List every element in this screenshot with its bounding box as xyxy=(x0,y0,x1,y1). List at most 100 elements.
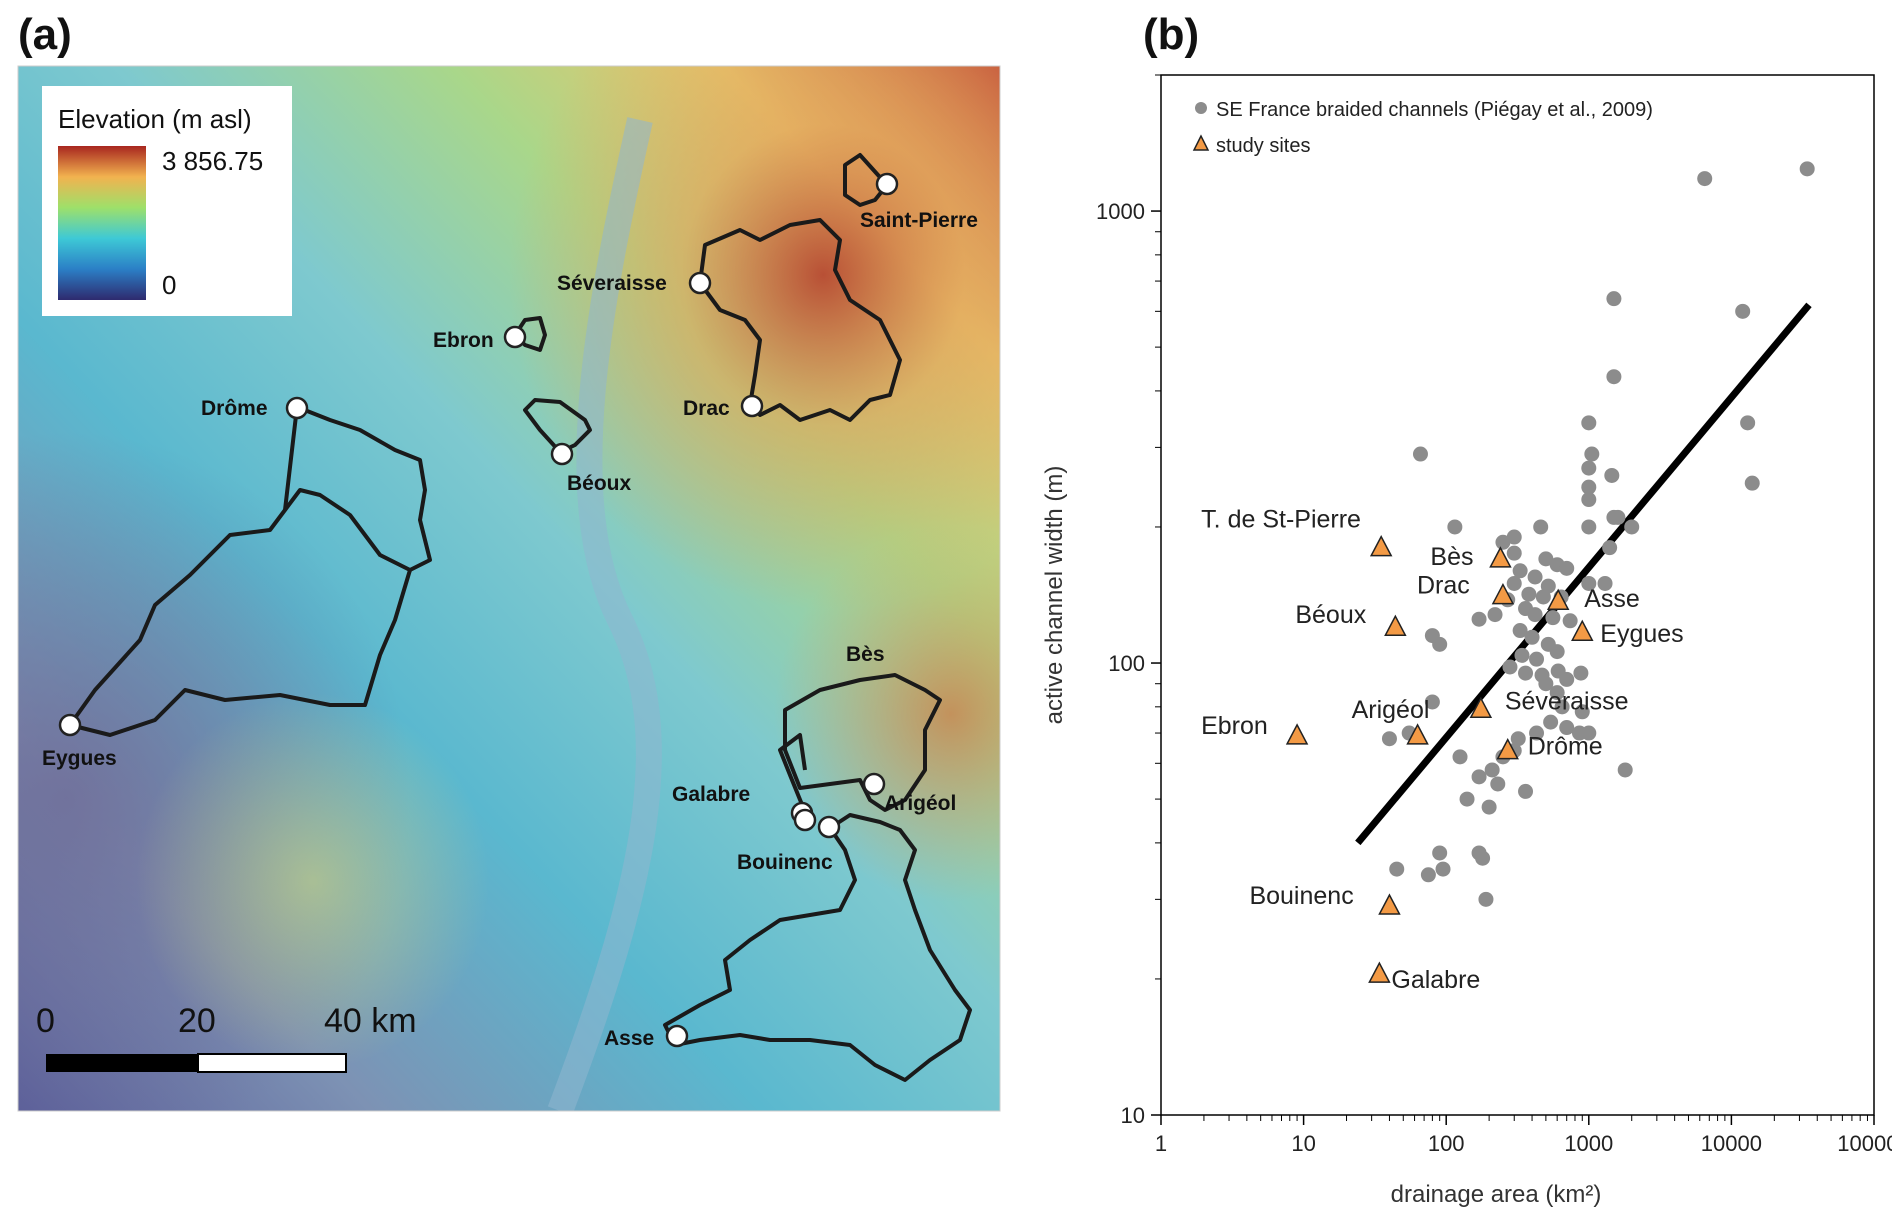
grey-point xyxy=(1610,509,1626,525)
grey-point xyxy=(1606,291,1622,307)
study-site-point-label: Béoux xyxy=(1295,601,1366,629)
grey-point xyxy=(1740,415,1756,431)
study-site-marker xyxy=(1285,723,1309,745)
catchment-beoux xyxy=(523,398,592,454)
grey-point xyxy=(1524,629,1540,645)
legend-label-triangle: study sites xyxy=(1216,135,1310,157)
study-site-point-label: Séveraisse xyxy=(1505,687,1629,715)
y-axis-label: active channel width (m) xyxy=(1041,466,1068,725)
regression-line xyxy=(1355,302,1812,846)
grey-point xyxy=(1799,161,1815,177)
site-marker-saint-pierre xyxy=(875,172,899,196)
site-label-drac: Drac xyxy=(683,397,730,420)
site-label-bes: Bès xyxy=(846,643,885,666)
grey-point xyxy=(1533,519,1549,535)
site-label-arigeol: Arigéol xyxy=(884,792,956,815)
grey-points xyxy=(1381,161,1815,907)
grey-point xyxy=(1478,891,1494,907)
panel-b-label: (b) xyxy=(1143,10,1200,59)
grey-point xyxy=(1381,731,1397,747)
grey-point xyxy=(1549,644,1565,660)
x-tick-label: 1 xyxy=(1155,1131,1167,1156)
grey-point xyxy=(1506,545,1522,561)
grey-point xyxy=(1562,613,1578,629)
grey-point xyxy=(1495,534,1511,550)
study-site-point-label: T. de St-Pierre xyxy=(1201,506,1361,534)
grey-point xyxy=(1581,415,1597,431)
grey-point xyxy=(1447,519,1463,535)
grey-point xyxy=(1624,519,1640,535)
grey-point xyxy=(1518,783,1534,799)
scale-label-0: 0 xyxy=(36,1002,55,1040)
fit-line xyxy=(1355,302,1812,846)
grey-point xyxy=(1452,749,1468,765)
y-tick-label: 100 xyxy=(1108,651,1145,676)
grey-point xyxy=(1420,867,1436,883)
y-axis: 10 100 1000 xyxy=(1096,74,1161,1128)
grey-point xyxy=(1554,699,1570,715)
legend-title: Elevation (m asl) xyxy=(58,104,252,134)
site-marker-bouinenc-top xyxy=(793,808,817,832)
grey-point xyxy=(1527,569,1543,585)
study-site-marker xyxy=(1406,723,1429,745)
grey-point xyxy=(1545,610,1561,626)
catchment-drome-upper xyxy=(283,405,432,572)
grey-point xyxy=(1543,714,1559,730)
catchment-ebron xyxy=(513,316,547,352)
grey-point xyxy=(1424,628,1440,644)
grey-point xyxy=(1529,651,1545,667)
grey-point xyxy=(1581,460,1597,476)
grey-point xyxy=(1471,769,1487,785)
site-marker-ebron xyxy=(503,325,527,349)
grey-point xyxy=(1389,861,1405,877)
grey-point xyxy=(1549,685,1565,701)
site-marker-arigeol xyxy=(862,772,886,796)
catchment-bes xyxy=(783,673,942,812)
grey-point xyxy=(1574,704,1590,720)
grey-point xyxy=(1581,519,1597,535)
grey-point xyxy=(1581,725,1597,741)
grey-point xyxy=(1510,731,1526,747)
grey-point xyxy=(1514,647,1530,663)
grey-point xyxy=(1512,623,1528,639)
grey-point xyxy=(1559,560,1575,576)
site-marker-beoux xyxy=(550,442,574,466)
study-site-marker xyxy=(1496,738,1519,760)
grey-point xyxy=(1502,659,1518,675)
grey-point xyxy=(1735,303,1751,319)
grey-point xyxy=(1481,799,1497,815)
study-site-marker xyxy=(1369,535,1393,557)
panel-a-label: (a) xyxy=(18,10,72,59)
x-axis-label: drainage area (km²) xyxy=(1391,1181,1602,1208)
grey-point xyxy=(1597,575,1613,591)
chart-legend: SE France braided channels (Piégay et al… xyxy=(1192,99,1653,157)
legend-label-grey: SE France braided channels (Piégay et al… xyxy=(1216,99,1653,121)
grey-point xyxy=(1435,861,1451,877)
catchment-asse xyxy=(663,813,972,1082)
elevation-legend: Elevation (m asl) 3 856.75 0 xyxy=(42,86,292,316)
site-marker-drac xyxy=(740,394,764,418)
grey-point xyxy=(1606,369,1622,385)
site-marker-eygues xyxy=(58,713,82,737)
catchment-outlines xyxy=(68,153,972,1082)
x-axis: 1 10 100 1000 10000 100000 xyxy=(1155,1115,1892,1156)
study-site-point-label: Arigéol xyxy=(1352,696,1430,724)
study-site-point-label: Drôme xyxy=(1528,733,1603,761)
grey-point xyxy=(1744,475,1760,491)
grey-point xyxy=(1432,845,1448,861)
y-tick-label: 1000 xyxy=(1096,199,1145,224)
site-markers xyxy=(58,172,899,1048)
site-labels: Saint-Pierre Séveraisse Ebron Drôme Drac… xyxy=(42,209,978,1050)
site-label-severaisse: Séveraisse xyxy=(557,272,667,295)
grey-point xyxy=(1484,762,1500,778)
grey-point xyxy=(1518,665,1534,681)
study-site-marker xyxy=(1469,696,1493,719)
grey-point xyxy=(1471,611,1487,627)
study-site-point-label: Asse xyxy=(1584,585,1640,613)
study-site-marker xyxy=(1489,546,1512,568)
grey-point xyxy=(1527,607,1543,623)
grey-point xyxy=(1490,776,1506,792)
